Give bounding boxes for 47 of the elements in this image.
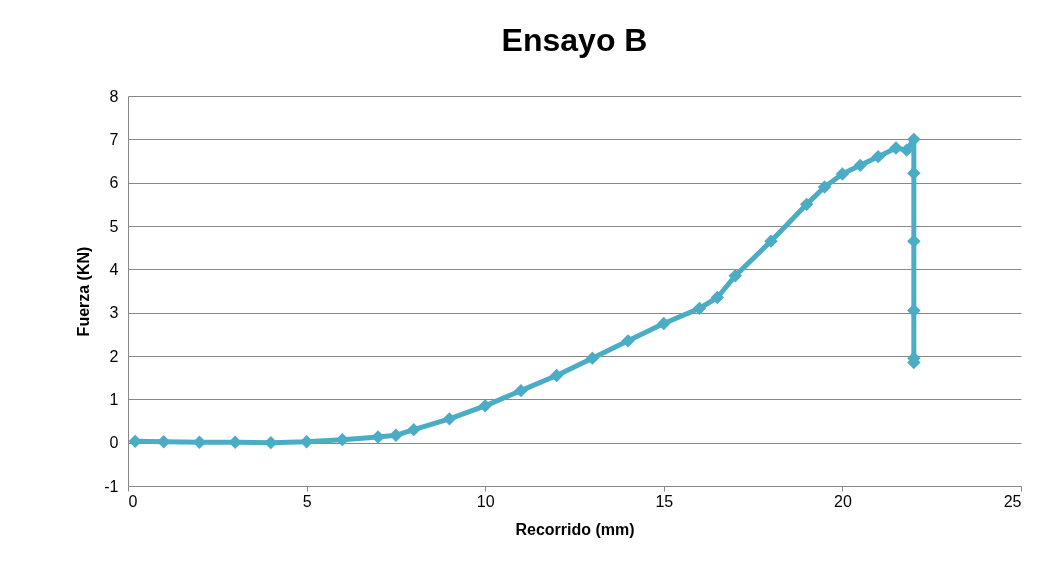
y-tick-label: 4 (109, 260, 119, 278)
point (692, 301, 707, 316)
point (157, 435, 171, 449)
x-tick-label: 10 (476, 492, 495, 510)
point (817, 180, 832, 194)
y-tick-label: -1 (104, 477, 119, 495)
y-axis-title: Fuerza (KN) (75, 246, 93, 337)
x-axis-title: Recorrido (mm) (515, 520, 635, 538)
point (442, 412, 457, 426)
y-tick-label: 0 (109, 434, 119, 452)
point (764, 234, 778, 248)
point (621, 334, 635, 348)
y-tick-label: 3 (109, 304, 119, 322)
x-tick-label: 25 (1003, 492, 1022, 510)
point (371, 430, 385, 444)
point (907, 234, 921, 248)
point (728, 269, 742, 283)
point (835, 167, 850, 181)
point (799, 197, 814, 212)
x-tick-label: 15 (655, 492, 674, 510)
point (228, 435, 242, 449)
point (853, 158, 867, 173)
y-tick-label: 5 (109, 217, 119, 235)
point (549, 368, 564, 383)
point (407, 422, 421, 437)
point (871, 149, 885, 164)
point (899, 143, 914, 157)
point (710, 290, 725, 305)
point (585, 351, 600, 365)
y-tick-label: 8 (109, 87, 119, 105)
chart-title: Ensayo B (501, 22, 648, 58)
point (478, 399, 492, 413)
point (657, 316, 671, 331)
point (889, 141, 903, 155)
x-tick-label: 20 (834, 492, 852, 510)
y-tick-label: 1 (109, 390, 119, 408)
point (514, 383, 528, 398)
y-tick-label: 7 (109, 130, 119, 148)
point (389, 428, 403, 443)
point (128, 434, 142, 449)
y-tick-label: 2 (109, 347, 119, 365)
point (264, 435, 278, 450)
point (335, 432, 350, 447)
x-tick-label: 0 (128, 492, 138, 510)
y-tick-label: 6 (109, 174, 119, 192)
x-tick-label: 5 (302, 492, 312, 510)
point (907, 166, 921, 180)
